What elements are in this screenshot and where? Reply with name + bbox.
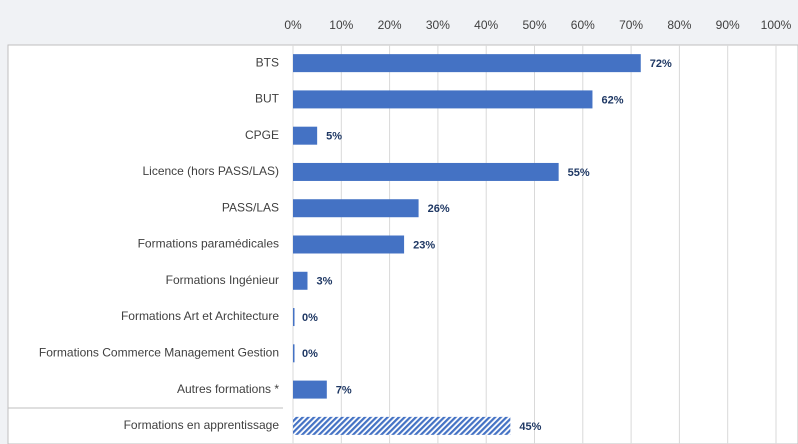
category-label: BUT [255,92,280,106]
category-label: Autres formations * [177,382,279,396]
category-label: Formations en apprentissage [124,418,280,432]
x-tick-label: 0% [284,18,302,32]
x-tick-label: 60% [571,18,595,32]
category-label: Licence (hors PASS/LAS) [142,164,279,178]
bar [293,199,419,218]
bar [293,308,295,327]
value-label: 3% [316,276,332,288]
bar [293,416,511,435]
value-label: 23% [413,239,435,251]
x-tick-label: 10% [329,18,353,32]
x-tick-label: 70% [619,18,643,32]
category-label: BTS [256,55,279,69]
value-label: 0% [302,348,318,360]
x-tick-label: 50% [522,18,546,32]
x-tick-label: 40% [474,18,498,32]
bar [293,54,641,73]
bar [293,162,559,181]
bar [293,90,593,109]
x-tick-label: 20% [378,18,402,32]
bar [293,271,308,290]
x-tick-label: 100% [761,18,792,32]
value-label: 0% [302,312,318,324]
bar [293,380,327,399]
category-label: Formations Art et Architecture [121,309,279,323]
bar [293,235,405,254]
value-label: 5% [326,131,342,143]
category-label: Formations Commerce Management Gestion [39,345,279,359]
bar [293,126,318,145]
value-label: 26% [428,203,450,215]
bar [293,344,295,363]
value-label: 72% [650,58,672,70]
category-label: Formations Ingénieur [166,273,279,287]
x-tick-label: 90% [716,18,740,32]
value-label: 7% [336,384,352,396]
x-tick-label: 30% [426,18,450,32]
category-label: PASS/LAS [222,200,279,214]
value-label: 62% [601,94,623,106]
category-label: Formations paramédicales [138,237,279,251]
value-label: 55% [568,167,590,179]
value-label: 45% [519,421,541,433]
category-label: CPGE [245,128,279,142]
x-tick-label: 80% [667,18,691,32]
